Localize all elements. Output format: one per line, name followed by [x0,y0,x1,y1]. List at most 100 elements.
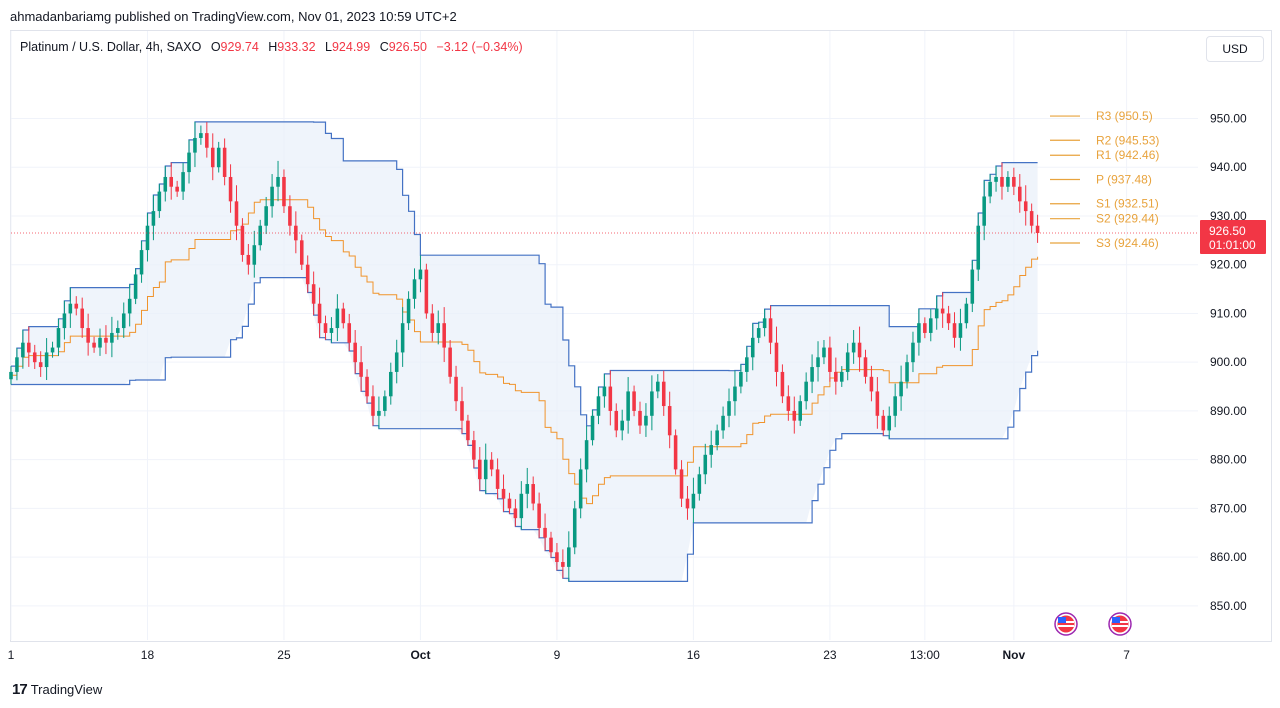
legend-low-label: L [325,40,332,54]
candle-body [329,328,334,333]
candle [353,330,357,374]
candle-body [1000,176,1004,187]
us-flag-icon[interactable] [1108,612,1132,636]
pivot-levels: R3 (950.5) R2 (945.53)R1 (942.46) P (937.4… [1050,109,1159,250]
candle-body [460,401,464,421]
candle [282,169,286,214]
candle-body [923,323,927,333]
candle-body [762,318,767,329]
y-tick-label: 860.00 [1210,550,1247,564]
candle-body [739,371,743,387]
publisher-line: ahmadanbariamg published on TradingView.… [10,9,457,24]
candle-body [626,391,630,421]
candle [394,339,399,384]
candle-body [145,225,150,251]
candle-body [697,474,702,494]
candle-body [15,357,19,372]
pivot-label: R2 (945.53) [1096,133,1159,147]
candle [388,362,393,405]
candle [246,243,251,275]
candle [38,351,43,377]
legend-close-value: 926.50 [388,40,427,54]
candle-body [893,396,897,416]
candle-body [181,172,185,192]
candle-body [228,176,233,202]
candle [436,310,441,345]
candle [270,174,274,218]
footer-brand[interactable]: 17 TradingView [12,681,102,698]
candle [50,341,55,358]
candle-body [905,362,909,382]
candle [994,166,998,192]
y-tick-label: 920.00 [1210,258,1247,272]
y-tick-label: 850.00 [1210,599,1247,613]
candle [869,365,874,402]
y-tick-label: 940.00 [1210,160,1247,174]
candle [590,409,595,446]
candle-body [270,186,274,207]
candle-body [1029,211,1034,226]
candle-body [798,401,803,421]
candle-body [74,303,79,309]
candle-body [673,435,678,470]
candle-body [869,376,874,392]
candle [489,452,494,477]
candle [970,260,975,313]
candle-body [442,323,446,348]
candle [934,295,939,330]
candle [946,305,951,330]
currency-button[interactable]: USD [1206,36,1264,62]
candle-body [602,386,607,397]
candle-body [899,381,903,397]
candle [199,125,203,145]
candle [478,446,482,491]
candle [928,309,933,342]
x-tick-label: 9 [554,648,561,662]
candle-body [667,406,672,436]
channel-basis-line [11,199,1039,505]
candle [893,383,897,428]
candle [531,476,535,511]
candle-body [27,342,31,353]
candle-body [851,342,856,353]
candle-body [750,337,755,358]
candle-body [92,342,96,348]
candle-body [976,225,981,270]
candle [74,296,79,316]
candle [329,317,334,343]
candle [460,386,464,434]
candle [1006,171,1010,192]
candle-body [157,191,162,212]
candle-body [216,147,221,168]
candle-body [193,137,197,153]
candle [377,396,381,429]
x-tick-label: 13:00 [910,648,940,662]
candle-body [721,415,725,431]
candle-body [661,381,666,407]
candle [234,185,239,241]
candle [745,346,749,382]
pivot-label: R3 (950.5) [1096,109,1153,123]
us-flag-icon[interactable] [1054,612,1078,636]
candle-body [116,328,120,333]
candle [543,513,547,551]
candle [614,403,619,438]
candle-body [9,371,13,380]
candle-body [863,357,868,377]
candle-body [495,469,500,489]
candle-body [881,415,886,431]
x-tick-label: Oct [410,648,430,662]
candle-body [258,225,263,246]
candle-body [828,347,832,372]
candle [127,284,132,327]
candle [139,240,144,283]
x-tick-label: 18 [141,648,155,662]
candle-body [288,206,292,226]
candle [116,320,120,340]
candle [1035,214,1040,243]
candle-body [371,396,375,416]
candle [703,443,708,485]
candle-body [543,527,547,538]
y-tick-label: 870.00 [1210,501,1247,515]
